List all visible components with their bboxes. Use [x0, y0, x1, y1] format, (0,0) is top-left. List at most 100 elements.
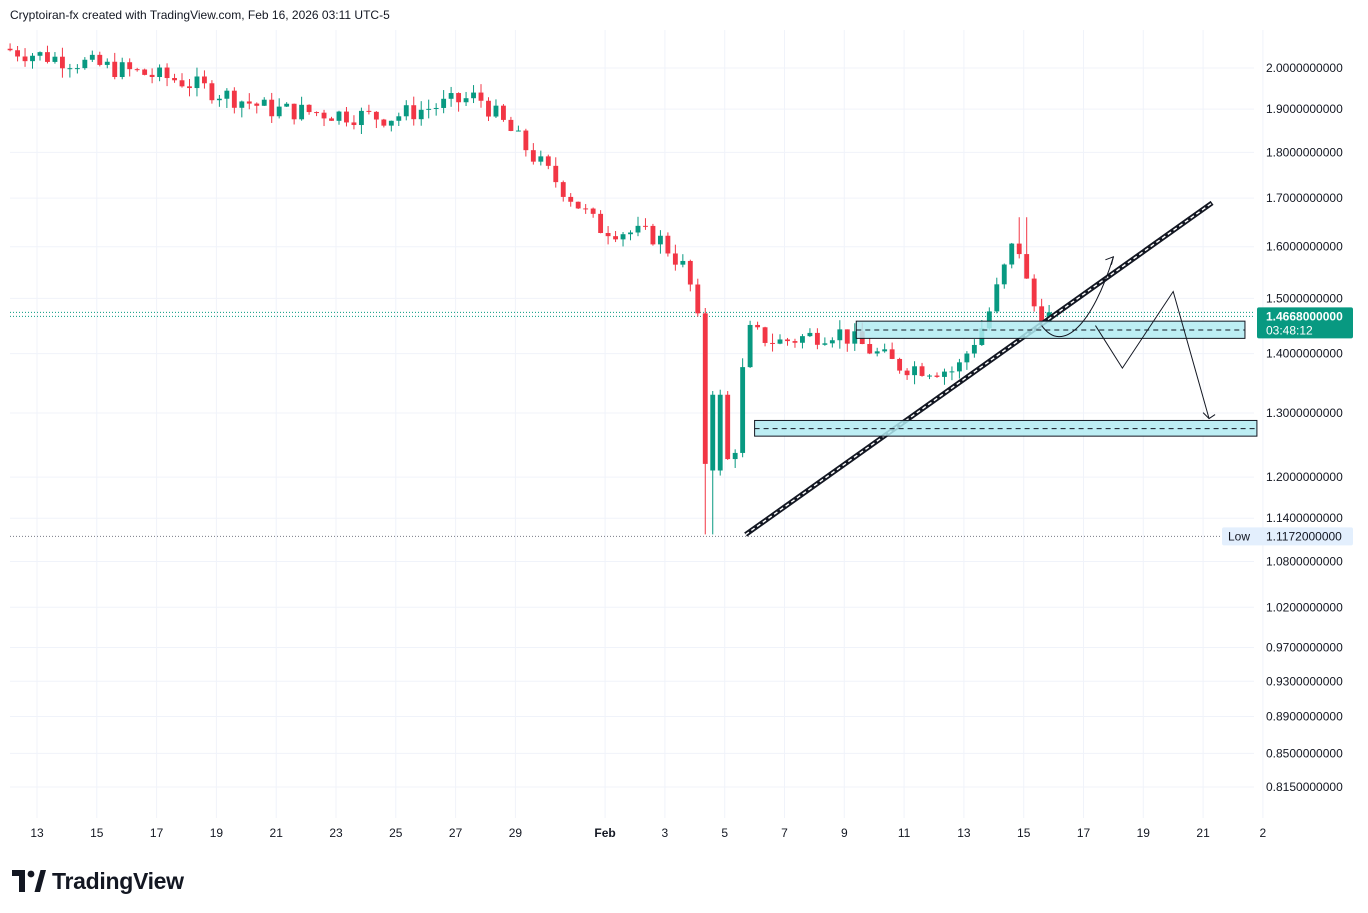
- candle-body: [471, 92, 476, 99]
- candle-body: [837, 329, 843, 341]
- candle-body: [276, 106, 282, 117]
- candle-body: [530, 150, 536, 162]
- candle-body: [994, 284, 1000, 312]
- candle-body: [740, 367, 746, 453]
- candle-body: [486, 100, 491, 117]
- price-tick-label: 1.0800000000: [1266, 555, 1343, 569]
- candle-body: [508, 119, 514, 131]
- candle-body: [515, 130, 521, 132]
- projection-zigzag-arrowhead: [1202, 412, 1216, 420]
- price-tick-label: 1.5000000000: [1266, 291, 1343, 305]
- candle-body: [755, 324, 761, 328]
- tradingview-logo: TradingView: [12, 866, 184, 896]
- candle-body: [403, 105, 409, 117]
- date-tick-label: 27: [449, 826, 463, 840]
- date-tick-label: 9: [841, 826, 848, 840]
- candle-body: [785, 339, 790, 342]
- candle-body: [867, 344, 873, 354]
- candle-body: [231, 90, 237, 108]
- candle-body: [762, 327, 768, 343]
- candle-body: [665, 235, 671, 254]
- candle-body: [822, 343, 828, 345]
- price-tick-label: 1.9000000000: [1266, 102, 1343, 116]
- candle-body: [261, 99, 267, 106]
- candle-body: [777, 339, 783, 344]
- candle-body: [411, 105, 417, 120]
- candle-body: [246, 101, 252, 104]
- candle-body: [657, 235, 663, 245]
- price-tick-label: 1.2000000000: [1266, 470, 1343, 484]
- price-tick-label: 1.1400000000: [1266, 511, 1343, 525]
- date-tick-label: 5: [721, 826, 728, 840]
- candle-body: [37, 52, 43, 56]
- candle-body: [463, 98, 469, 103]
- candle-body: [67, 68, 73, 70]
- date-tick-label: 13: [30, 826, 44, 840]
- candle-body: [373, 111, 379, 120]
- candle-body: [628, 232, 633, 235]
- candle-body: [366, 110, 372, 112]
- tradingview-logo-icon: [12, 870, 46, 892]
- date-tick-label: 21: [1196, 826, 1210, 840]
- candle-body: [314, 112, 319, 114]
- candle-body: [874, 351, 880, 354]
- candle-body: [942, 371, 947, 377]
- candle-body: [501, 105, 506, 120]
- candle-body: [598, 213, 604, 233]
- candle-body: [127, 62, 133, 70]
- chart-grid: [10, 30, 1264, 818]
- candle-body: [456, 93, 462, 103]
- candle-body: [575, 201, 581, 209]
- candle-body: [986, 311, 992, 329]
- date-tick-label: 29: [509, 826, 523, 840]
- date-tick-label: 19: [1137, 826, 1151, 840]
- candle-body: [59, 56, 65, 69]
- date-tick-label: 15: [1017, 826, 1031, 840]
- candle-body: [852, 331, 858, 344]
- candle-body: [792, 341, 798, 343]
- candle-body: [157, 67, 163, 77]
- price-tick-label: 0.8150000000: [1266, 780, 1343, 794]
- candle-body: [912, 366, 917, 376]
- candle-body: [104, 61, 110, 65]
- chart-attribution: Cryptoiran-fx created with TradingView.c…: [10, 8, 390, 22]
- candle-body: [30, 55, 35, 62]
- trendline-inner: [745, 202, 1213, 536]
- candle-body: [770, 342, 775, 344]
- candle-body: [82, 59, 88, 69]
- candle-body: [291, 103, 297, 120]
- candle-body: [164, 67, 170, 79]
- projection-curve-arrowhead: [1105, 255, 1115, 265]
- candle-body: [971, 344, 977, 354]
- candle-body: [299, 104, 305, 120]
- candle-body: [7, 48, 13, 51]
- projection-curve: [1041, 256, 1114, 338]
- candle-body: [1001, 264, 1007, 285]
- candle-body: [844, 329, 850, 344]
- candle-body: [904, 370, 910, 376]
- candle-body: [680, 260, 686, 265]
- candle-body: [329, 118, 334, 121]
- candle-body: [523, 130, 529, 151]
- date-tick-label: 2: [1260, 826, 1267, 840]
- candle-body: [695, 284, 701, 314]
- candle-body: [15, 50, 20, 57]
- candle-body: [964, 353, 970, 363]
- candle-body: [807, 332, 813, 337]
- candle-body: [149, 74, 155, 77]
- price-tick-label: 1.3000000000: [1266, 406, 1343, 420]
- candle-body: [747, 324, 753, 368]
- candle-body: [134, 69, 140, 71]
- candle-body: [202, 76, 207, 84]
- candle-body: [568, 196, 574, 202]
- price-tick-label: 1.7000000000: [1266, 191, 1343, 205]
- time-axis: 13 15 17 19 21 23 25 27 29 Feb 3 5 7 9 11 13 15 17 19 21 2: [30, 826, 1266, 840]
- candle-body: [732, 452, 738, 460]
- candle-body: [800, 336, 805, 343]
- candle-body: [882, 349, 888, 352]
- candle-body: [45, 52, 50, 62]
- candle-body: [927, 375, 932, 377]
- date-tick-label: Feb: [594, 826, 615, 840]
- candle-body: [284, 103, 290, 107]
